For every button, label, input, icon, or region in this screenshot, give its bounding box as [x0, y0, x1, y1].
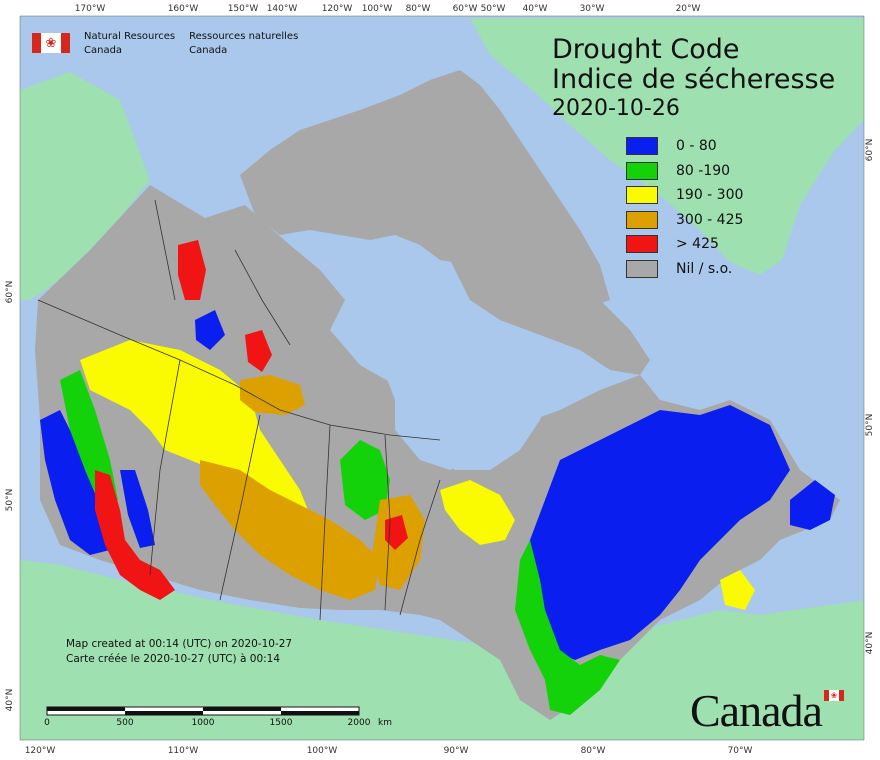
- graticule-label-top: 60°W: [453, 4, 478, 14]
- region-190-300-prairies: [80, 340, 310, 520]
- scale-unit: km: [378, 718, 392, 728]
- region-425-nwt: [178, 240, 206, 300]
- map-title-fr: Indice de sécheresse: [552, 64, 836, 95]
- scale-bar: 0 500 1000 1500 2000 km: [40, 704, 392, 728]
- agency-name-fr: Ressources naturelles Canada: [189, 30, 298, 58]
- scale-tick-1500: 1500: [269, 718, 293, 728]
- legend-swatch: [626, 161, 658, 180]
- scale-tick-2000: 2000: [347, 718, 371, 728]
- agency-en-line1: Natural Resources: [84, 31, 176, 42]
- wordmark-flag-icon: ❀: [823, 690, 844, 701]
- graticule-label-left: 60°N: [5, 281, 15, 304]
- region-0-80-north: [195, 310, 225, 350]
- alaska: [20, 72, 150, 300]
- agency-name-en: Natural Resources Canada: [84, 30, 175, 58]
- graticule-label-bottom: 110°W: [168, 746, 199, 756]
- region-190-300-ontario: [440, 480, 515, 545]
- graticule-label-left: 40°N: [5, 689, 15, 712]
- region-300-425-north: [240, 375, 305, 415]
- note-fr: Carte créée le 2020-10-27 (UTC) à 00:14: [66, 653, 281, 665]
- graticule-label-right: 60°N: [865, 139, 875, 162]
- scale-tick-0: 0: [44, 718, 50, 728]
- scale-tick-500: 500: [116, 718, 134, 728]
- graticule-labels: 170°W 160°W 150°W 140°W 120°W 100°W 80°W 60°W 50…: [5, 4, 875, 756]
- canada-flag-icon: ❀: [32, 33, 70, 53]
- legend-swatch: [626, 259, 658, 278]
- graticule-label-top: 20°W: [676, 4, 701, 14]
- legend-swatch: [626, 137, 658, 156]
- scale-tick-1000: 1000: [191, 718, 215, 728]
- legend-label: 300 - 425: [676, 211, 744, 228]
- region-0-80-east: [520, 405, 790, 660]
- region-0-80-newfoundland: [790, 480, 835, 530]
- graticule-label-top: 150°W: [228, 4, 259, 14]
- region-0-80-rockies: [120, 470, 155, 548]
- map-date: 2020-10-26: [552, 96, 680, 121]
- baffin-island: [450, 240, 650, 375]
- region-80-190-manitoba: [340, 440, 390, 520]
- wordmark-text: Canada: [690, 685, 823, 736]
- usa: [20, 560, 864, 740]
- hudson-bay: [380, 335, 550, 470]
- region-425-bc: [95, 470, 175, 600]
- map-notes: Map created at 00:14 (UTC) on 2020-10-27…: [66, 637, 292, 667]
- legend-label: 0 - 80: [676, 138, 717, 155]
- graticule-label-top: 160°W: [168, 4, 199, 14]
- legend-label: > 425: [676, 236, 719, 253]
- legend-label: 190 - 300: [676, 187, 744, 204]
- legend: 0 - 80 80 -190 190 - 300 300 - 425 > 425…: [626, 134, 743, 281]
- region-0-80-west: [40, 410, 110, 555]
- agency-signature: ❀ Natural Resources Canada Ressources na…: [32, 30, 298, 58]
- drought-regions: [40, 240, 835, 715]
- graticule-label-top: 80°W: [406, 4, 431, 14]
- scale-bar-graphic: [46, 706, 360, 716]
- canada-wordmark: Canada ❀: [690, 684, 844, 737]
- graticule-label-left: 50°N: [5, 489, 15, 512]
- graticule-label-top: 120°W: [322, 4, 353, 14]
- graticule-label-right: 40°N: [865, 632, 875, 655]
- graticule-label-right: 50°N: [865, 414, 875, 437]
- graticule-label-top: 100°W: [362, 4, 393, 14]
- legend-item: > 425: [626, 232, 743, 257]
- legend-swatch: [626, 235, 658, 254]
- graticule: [19, 15, 865, 741]
- agency-fr-line1: Ressources naturelles: [189, 31, 299, 42]
- legend-swatch: [626, 210, 658, 229]
- map-title-en: Drought Code: [552, 34, 740, 65]
- graticule-label-top: 140°W: [267, 4, 298, 14]
- region-425-nunavut: [245, 330, 272, 372]
- graticule-label-top: 30°W: [580, 4, 605, 14]
- graticule-label-bottom: 100°W: [307, 746, 338, 756]
- graticule-label-bottom: 120°W: [25, 746, 56, 756]
- graticule-label-top: 40°W: [523, 4, 548, 14]
- legend-item: 190 - 300: [626, 183, 743, 208]
- provincial-borders: [37, 199, 441, 621]
- region-80-190-west: [60, 370, 118, 505]
- legend-item: Nil / s.o.: [626, 257, 743, 282]
- graticule-label-top: 170°W: [75, 4, 106, 14]
- region-190-300-maritimes: [720, 570, 755, 610]
- graticule-label-bottom: 70°W: [728, 746, 753, 756]
- legend-label: 80 -190: [676, 162, 731, 179]
- legend-item: 80 -190: [626, 159, 743, 184]
- region-425-ontario: [385, 515, 408, 550]
- legend-item: 0 - 80: [626, 134, 743, 159]
- agency-fr-line2: Canada: [189, 45, 228, 56]
- greenland: [470, 18, 864, 275]
- note-en: Map created at 00:14 (UTC) on 2020-10-27: [66, 638, 293, 650]
- region-300-425-sask: [200, 460, 380, 600]
- legend-label: Nil / s.o.: [676, 260, 733, 277]
- graticule-label-top: 50°W: [481, 4, 506, 14]
- legend-item: 300 - 425: [626, 208, 743, 233]
- region-80-190-east-edge: [515, 540, 620, 715]
- agency-en-line2: Canada: [84, 45, 123, 56]
- graticule-label-bottom: 80°W: [581, 746, 606, 756]
- legend-swatch: [626, 186, 658, 205]
- graticule-label-bottom: 90°W: [444, 746, 469, 756]
